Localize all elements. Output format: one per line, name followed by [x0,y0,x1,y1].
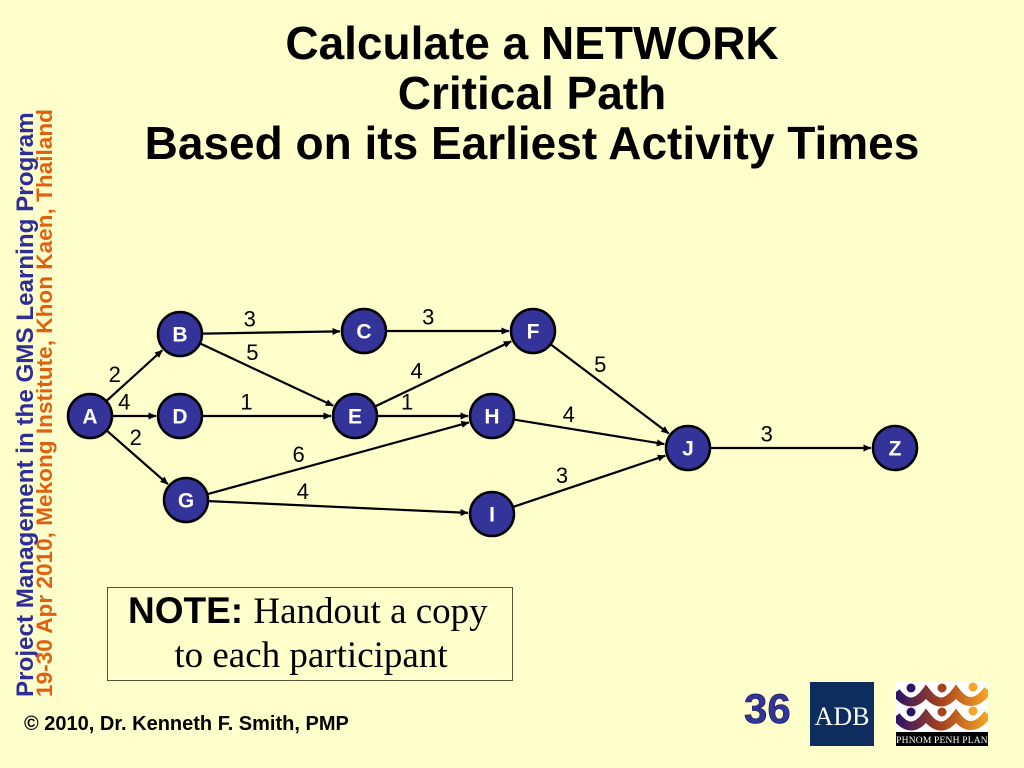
svg-text:E: E [348,406,362,429]
svg-text:3: 3 [422,305,434,330]
svg-text:B: B [172,324,187,347]
svg-text:D: D [172,406,187,429]
svg-text:5: 5 [246,340,258,365]
svg-text:4: 4 [118,390,130,415]
svg-text:H: H [484,406,499,429]
svg-text:6: 6 [292,442,304,467]
svg-text:F: F [527,321,540,344]
svg-text:2: 2 [109,362,121,387]
svg-text:G: G [178,490,194,513]
svg-text:C: C [356,321,371,344]
svg-text:5: 5 [594,352,606,377]
svg-text:J: J [682,438,694,461]
svg-text:4: 4 [410,359,422,384]
svg-text:A: A [82,406,97,429]
svg-text:1: 1 [401,390,413,415]
svg-text:4: 4 [297,479,309,504]
svg-text:1: 1 [240,390,252,415]
svg-text:4: 4 [563,402,575,427]
svg-text:2: 2 [130,425,142,450]
svg-text:3: 3 [761,422,773,447]
svg-text:Z: Z [889,438,902,461]
svg-text:I: I [489,504,495,527]
svg-text:3: 3 [244,306,256,331]
svg-text:3: 3 [556,463,568,488]
